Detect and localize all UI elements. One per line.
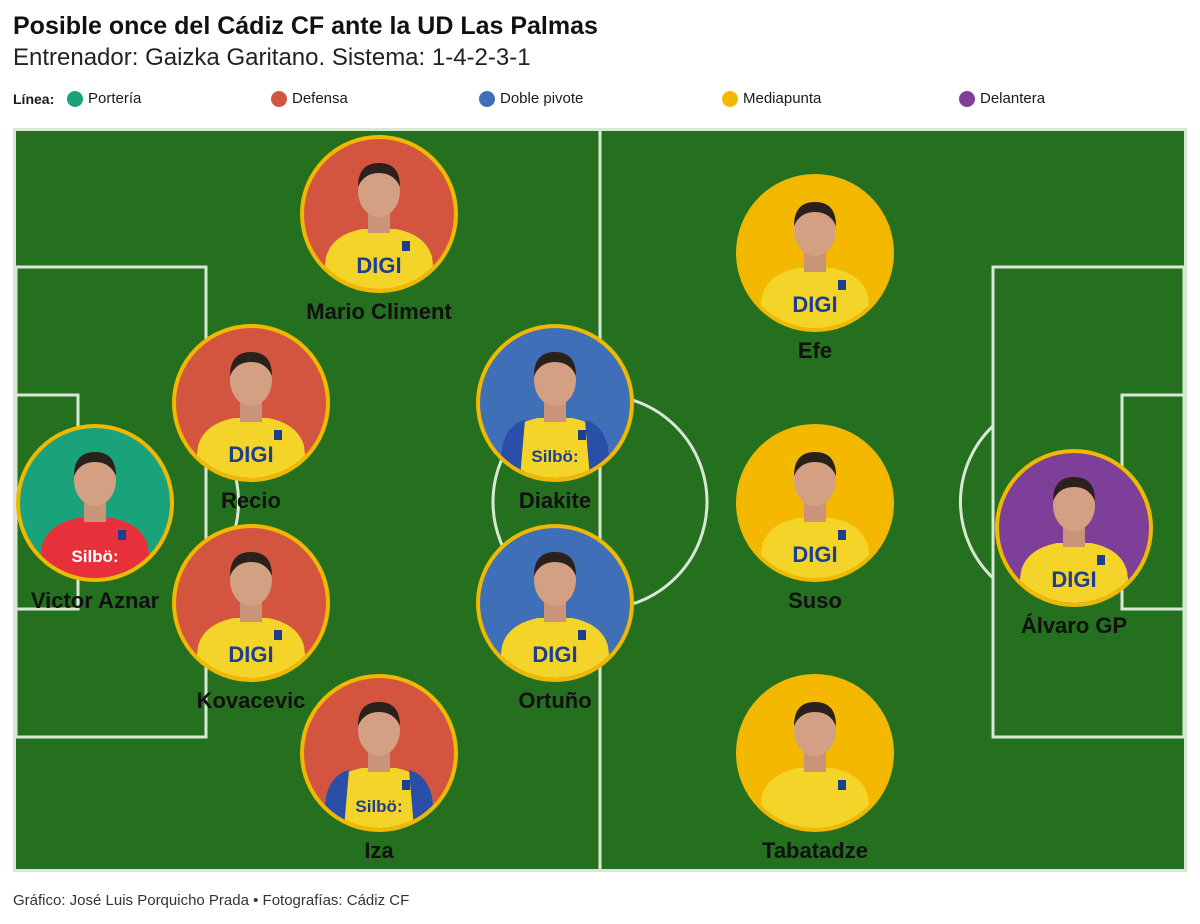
player-name: Ortuño [518, 688, 592, 713]
legend-label: Línea: [13, 91, 55, 107]
shirt-sponsor: DIGI [228, 442, 273, 467]
legend-text-mediapunta: Mediapunta [743, 90, 822, 107]
legend-text-porteria: Portería [88, 90, 142, 107]
player-photo: DIGI [300, 135, 458, 293]
credits: Gráfico: José Luis Porquicho Prada • Fot… [13, 892, 410, 909]
shirt-sponsor: Silbö: [355, 797, 402, 816]
shirt-sponsor: DIGI [356, 253, 401, 278]
player-photo [736, 674, 894, 832]
player-photo: DIGI [172, 324, 330, 482]
legend-dot-defensa [271, 90, 287, 107]
player-photo: Silbö: [300, 674, 458, 832]
shirt-sponsor: Silbö: [71, 547, 118, 566]
legend-dot-porteria [67, 90, 83, 107]
player-silhouette: DIGI [498, 552, 612, 678]
player-silhouette: DIGI [194, 552, 308, 678]
player-name: Diakite [518, 488, 592, 513]
legend-dot-pivote [479, 90, 495, 107]
player-name: Efe [797, 338, 833, 363]
chart-subtitle: Entrenador: Gaizka Garitano. Sistema: 1-… [13, 44, 531, 71]
legend-text-defensa: Defensa [292, 90, 348, 107]
player-photo: DIGI [995, 449, 1153, 607]
player-photo: Silbö: [476, 324, 634, 482]
player-silhouette: Silbö: [38, 452, 152, 578]
player-photo: DIGI [172, 524, 330, 682]
legend-item-porteria: Portería [67, 90, 141, 107]
player-silhouette: DIGI [758, 202, 872, 328]
football-pitch: Silbö: Victor Aznar DIGI Mario Climent DIG… [13, 128, 1187, 872]
player-name: Iza [364, 838, 394, 863]
chart-title: Posible once del Cádiz CF ante la UD Las… [13, 12, 598, 40]
player-name: Suso [788, 588, 842, 613]
player-name: Kovacevic [196, 688, 306, 713]
right-penalty-area [991, 265, 1184, 739]
shirt-sponsor: DIGI [792, 542, 837, 567]
legend-item-mediapunta: Mediapunta [722, 90, 821, 107]
player-silhouette: DIGI [758, 452, 872, 578]
player-photo: DIGI [476, 524, 634, 682]
legend-item-delantera: Delantera [959, 90, 1045, 107]
shirt-sponsor: Silbö: [531, 447, 578, 466]
shirt-sponsor: DIGI [228, 642, 273, 667]
player-name: Mario Climent [306, 299, 452, 324]
line-legend: Línea: Portería Defensa Doble pivote Med… [13, 90, 1193, 112]
player-name: Recio [221, 488, 281, 513]
legend-dot-mediapunta [722, 90, 738, 107]
legend-dot-delantera [959, 90, 975, 107]
left-penalty-area [16, 265, 208, 739]
player-photo: Silbö: [16, 424, 174, 582]
player-silhouette: DIGI [322, 163, 436, 289]
shirt-sponsor: DIGI [792, 292, 837, 317]
player-photo: DIGI [736, 424, 894, 582]
player-silhouette: Silbö: [322, 702, 436, 828]
player-name: Tabatadze [762, 838, 868, 863]
player-silhouette [758, 702, 872, 828]
right-penalty-arc [958, 424, 995, 580]
legend-item-defensa: Defensa [271, 90, 348, 107]
player-silhouette: Silbö: [498, 352, 612, 478]
legend-text-pivote: Doble pivote [500, 90, 584, 107]
legend-text-delantera: Delantera [980, 90, 1046, 107]
shirt-sponsor: DIGI [532, 642, 577, 667]
player-photo: DIGI [736, 174, 894, 332]
player-name: Álvaro GP [1020, 613, 1128, 638]
player-silhouette: DIGI [1017, 477, 1131, 603]
player-silhouette: DIGI [194, 352, 308, 478]
player-name: Victor Aznar [30, 588, 160, 613]
shirt-sponsor: DIGI [1051, 567, 1096, 592]
legend-item-pivote: Doble pivote [479, 90, 583, 107]
